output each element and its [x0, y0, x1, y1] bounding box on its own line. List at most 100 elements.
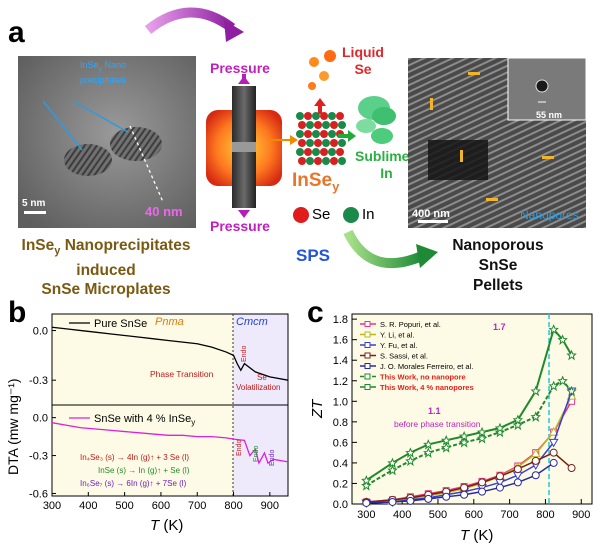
panel-a-label: a [8, 16, 25, 49]
y-tick-label: -0.3 [29, 375, 48, 387]
data-point [406, 496, 415, 505]
crystal-atom [304, 112, 312, 120]
series-snse-inse [51, 422, 289, 465]
data-point [495, 472, 504, 481]
data-point [513, 465, 522, 474]
crystal-atom [306, 121, 314, 129]
tem-image [18, 56, 196, 228]
legend-marker [364, 352, 371, 359]
legend-label: This Work, 4 % nanopores [380, 383, 474, 392]
arrow-to-crystal [268, 135, 298, 145]
data-point [530, 411, 541, 422]
crystal-atom [330, 121, 338, 129]
x-tick-label: 300 [43, 500, 61, 512]
se-vol-line2: Volatilization [236, 383, 280, 392]
crystal-atom [298, 157, 306, 165]
data-point [361, 480, 372, 491]
data-point [557, 334, 568, 345]
phase-cmcm: Cmcm [236, 316, 268, 328]
crystal-atom [322, 121, 330, 129]
data-point [423, 447, 434, 458]
se-vol-line1: Se [257, 373, 267, 382]
annot-11: 1.1 [428, 406, 441, 416]
y-tick-label: 1.2 [333, 376, 348, 388]
crystal-atom [296, 130, 304, 138]
crystal-atom [298, 121, 306, 129]
in-atom-icon [343, 207, 359, 223]
x-tick-label: 900 [572, 509, 590, 521]
x-tick-label: 700 [188, 500, 206, 512]
data-point [494, 426, 506, 438]
x-tick-label: 600 [152, 500, 170, 512]
crystal-atom [296, 148, 304, 156]
x-tick-label: 400 [79, 500, 97, 512]
data-point [441, 435, 452, 446]
sem-scale-label: 400 nm [412, 208, 450, 220]
endo-b1: Endo [236, 440, 243, 456]
x-tick-label: 300 [357, 509, 375, 521]
data-point [566, 385, 577, 397]
data-point [476, 426, 488, 438]
data-point [388, 497, 397, 506]
dta-chart: 300 400 500 600 700 800 900 0.0 -0.3 0.0 -0.3 -0.6… [5, 313, 289, 534]
y-tick-label: 1.4 [333, 355, 348, 367]
crystal-atom [320, 112, 328, 120]
x-tick-label: 500 [115, 500, 133, 512]
data-point [441, 442, 452, 453]
pressure-top-label: Pressure [210, 60, 270, 76]
crystal-atom [298, 139, 306, 147]
sem-inset-scale: 55 nm [536, 110, 563, 120]
arrow-up-red [314, 98, 326, 114]
liquid-se-droplets [308, 50, 336, 90]
reaction-2: InSe (s) → In (g)↑ + Se (l) [98, 466, 190, 475]
data-point [361, 475, 372, 486]
inse-crystal-icon [296, 112, 346, 165]
data-point [549, 458, 558, 467]
crystal-atom [312, 148, 320, 156]
legend-marker [364, 331, 371, 338]
data-point [530, 448, 541, 458]
x-tick-label: 700 [500, 509, 518, 521]
crystal-atom [328, 112, 336, 120]
data-point [387, 464, 398, 476]
x-tick-label: 800 [536, 509, 554, 521]
x-tick-label: 600 [465, 509, 483, 521]
data-point [548, 427, 559, 436]
crystal-atom [330, 139, 338, 147]
tem-caption: InSey Nanoprecipitates induced SnSe Micr… [21, 237, 191, 299]
series-pure-snse [51, 326, 289, 381]
data-point [495, 483, 504, 492]
data-point [362, 498, 371, 507]
x-tick-label: 900 [261, 500, 279, 512]
crystal-atom [314, 121, 322, 129]
x-tick-label: 500 [429, 509, 447, 521]
y-tick-label: -0.3 [29, 451, 48, 463]
crystal-atom [306, 139, 314, 147]
crystal-atom [304, 148, 312, 156]
data-point [557, 375, 568, 387]
crystal-atom [304, 130, 312, 138]
curved-arrow-top [144, 7, 244, 42]
legend-marker [364, 363, 371, 369]
crystal-atom [338, 157, 346, 165]
panel-c-label: c [307, 296, 324, 329]
se-atom-icon [293, 207, 309, 223]
data-point [548, 438, 559, 448]
b-xlabel: T (K) [150, 517, 183, 534]
y-tick-label: 0.0 [33, 326, 48, 338]
data-point [442, 492, 451, 501]
sem-image [408, 58, 586, 228]
sublimed-in-cloud [356, 96, 396, 144]
y-tick-label: 1.6 [333, 335, 348, 347]
data-point [387, 457, 398, 469]
crystal-atom [338, 139, 346, 147]
crystal-atom [306, 157, 314, 165]
sem-nanopores-label: Nanopores [520, 208, 579, 222]
crystal-atom [296, 112, 304, 120]
legend-pure-snse: Pure SnSe [94, 318, 147, 330]
tem-length-label: 40 nm [145, 204, 183, 219]
data-point [512, 419, 524, 431]
sps-label: SPS [296, 246, 331, 265]
tem-precip-label: InSey Nano precipitates [80, 60, 127, 85]
crystal-atom [338, 121, 346, 129]
